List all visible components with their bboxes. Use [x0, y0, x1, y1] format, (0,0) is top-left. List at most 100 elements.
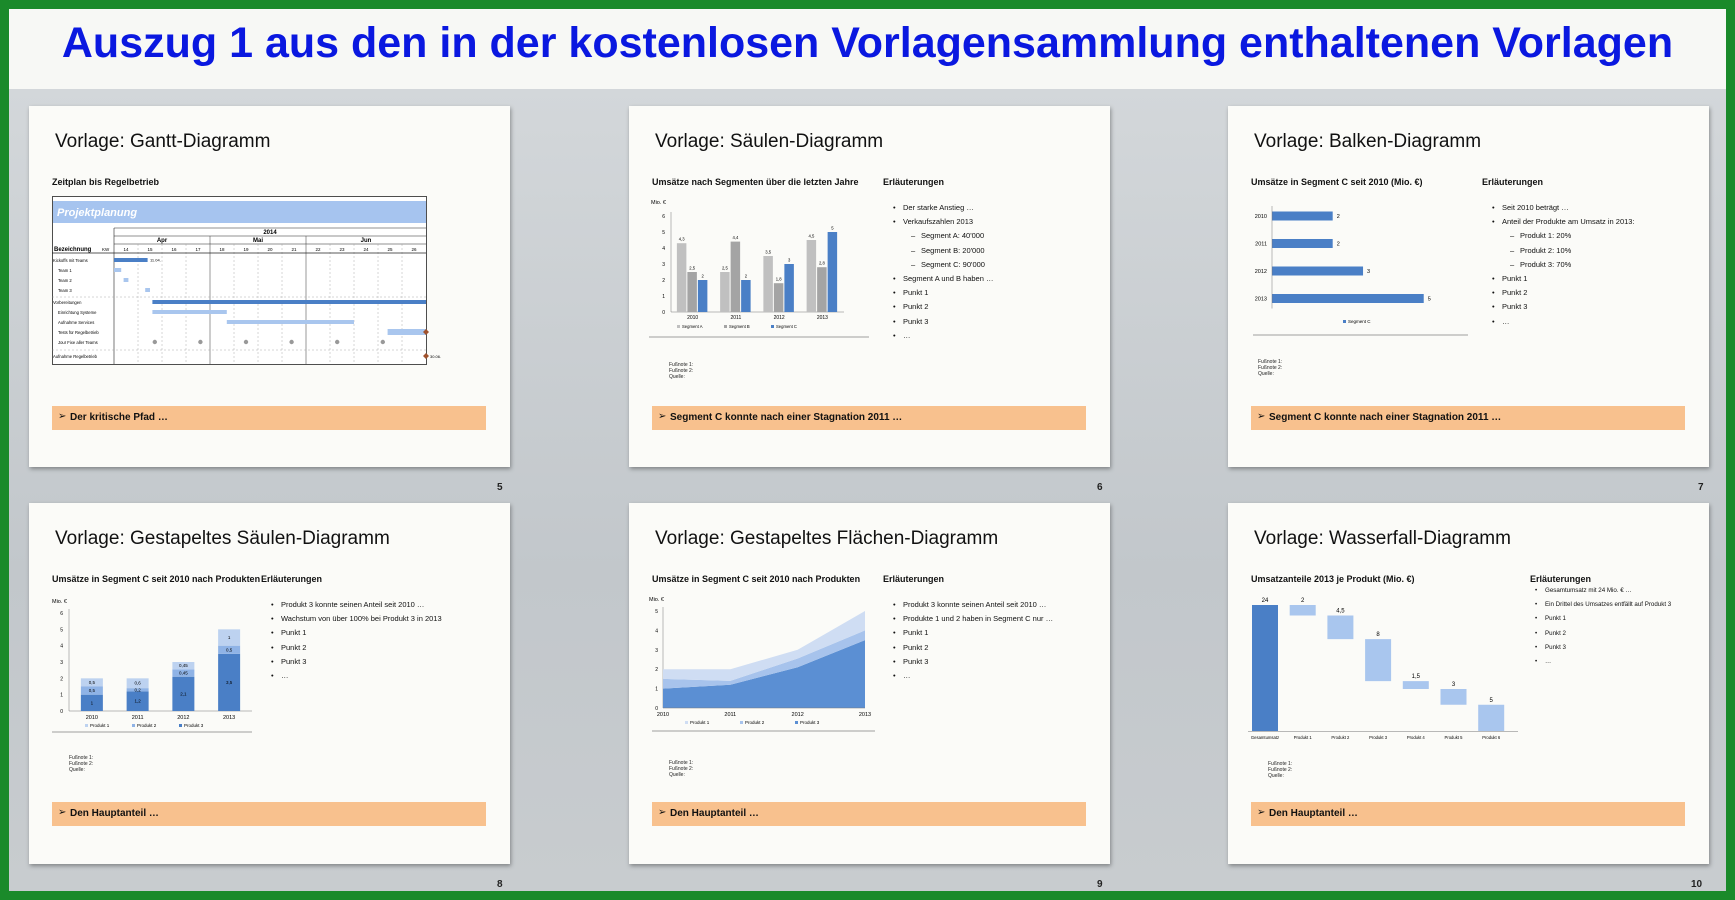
slide-stacked-column-chart[interactable]: Vorlage: Gestapeltes Säulen-Diagramm Ums… — [29, 503, 510, 864]
chart-subtitle: Umsätze in Segment C seit 2010 nach Prod… — [52, 574, 261, 584]
gantt-week: 14 — [123, 247, 129, 252]
slide-stacked-area-chart[interactable]: Vorlage: Gestapeltes Flächen-Diagramm Um… — [629, 503, 1110, 864]
y-tick-label: 2 — [60, 676, 63, 682]
note-item: – Segment B: 20'000 — [893, 246, 993, 260]
note-item: • Punkt 1 — [1535, 615, 1671, 629]
slide-gantt[interactable]: Vorlage: Gantt-Diagramm Zeitplan bis Reg… — [29, 106, 510, 467]
bullet-icon: • — [1492, 288, 1495, 298]
stacked-bar-segment — [80, 694, 103, 711]
note-text: Punkt 2 — [281, 642, 307, 652]
legend-swatch — [1343, 320, 1346, 323]
slide-column-chart[interactable]: Vorlage: Säulen-Diagramm Umsätze nach Se… — [629, 106, 1110, 467]
column-bar — [773, 283, 784, 312]
slide-waterfall-chart[interactable]: Vorlage: Wasserfall-Diagramm Umsatzantei… — [1228, 503, 1709, 864]
bullet-icon: • — [893, 203, 896, 212]
data-label: 5 — [1428, 297, 1431, 303]
y-tick-label: 1 — [655, 687, 658, 693]
key-message-bar: ➢ Den Hauptanteil … — [1251, 802, 1685, 826]
chart-subtitle: Zeitplan bis Regelbetrieb — [52, 177, 160, 187]
legend-swatch — [771, 325, 774, 328]
arrow-icon: ➢ — [1257, 411, 1266, 422]
gantt-bar — [114, 258, 148, 262]
gantt-row-label: Kickoffs mit Teams — [53, 258, 88, 263]
footnote-2: Fußnote 2: — [1258, 365, 1283, 371]
key-message: Den Hauptanteil … — [70, 808, 159, 819]
key-message-bar: ➢ Segment C konnte nach einer Stagnation… — [652, 406, 1086, 430]
note-item: • Produkt 3 konnte seinen Anteil seit 201… — [271, 600, 442, 614]
y-tick-label: 2011 — [1255, 242, 1267, 248]
note-item: • Verkaufszahlen 2013 — [893, 217, 993, 231]
dash-icon: – — [1510, 231, 1515, 241]
note-item: • Wachstum von über 100% bei Produkt 3 in… — [271, 614, 442, 628]
note-item: – Segment A: 40'000 — [893, 231, 993, 245]
gantt-week: 25 — [387, 247, 393, 252]
slide-title: Vorlage: Balken-Diagramm — [1254, 131, 1482, 152]
footnotes: Fußnote 1: Fußnote 2: Quelle: — [669, 362, 693, 380]
gantt-week: 21 — [291, 247, 297, 252]
legend-label: Produkt 1 — [690, 720, 710, 725]
legend-label: Segment A — [682, 324, 703, 329]
legend-swatch — [132, 724, 135, 727]
key-message: Der kritische Pfad … — [70, 412, 168, 423]
bar — [1272, 266, 1364, 276]
note-item: – Produkt 3: 70% — [1492, 260, 1635, 274]
legend-swatch — [677, 325, 680, 328]
note-text: Punkt 3 — [281, 656, 307, 666]
y-tick-label: 5 — [662, 230, 665, 236]
note-item: • Seit 2010 beträgt … — [1492, 203, 1635, 217]
note-text: Segment B: 20'000 — [921, 245, 985, 255]
y-tick-label: 2013 — [1255, 297, 1267, 303]
gantt-week: 18 — [219, 247, 225, 252]
bar — [1272, 239, 1333, 248]
page-number: 5 — [497, 482, 503, 493]
note-text: Punkt 3 — [903, 656, 929, 666]
note-text: Produkt 1: 20% — [1520, 231, 1572, 241]
slide-title: Vorlage: Gestapeltes Säulen-Diagramm — [55, 528, 390, 549]
gantt-week: 20 — [267, 247, 273, 252]
data-label: 0,45 — [179, 671, 188, 676]
y-tick-label: 0 — [662, 310, 665, 316]
footnote-2: Fußnote 2: — [669, 766, 694, 772]
gantt-week: 22 — [315, 247, 321, 252]
y-tick-label: 0 — [60, 709, 63, 715]
note-text: Punkt 2 — [1502, 288, 1528, 298]
notes-list: • Seit 2010 beträgt … • Anteil der Produkte… — [1492, 203, 1635, 331]
data-label: 0,5 — [89, 688, 96, 693]
waterfall-bar — [1289, 605, 1316, 616]
gantt-label-col: Bezeichnung — [54, 247, 92, 253]
stacked-bar-segment — [218, 645, 241, 654]
note-item: • Punkt 1 — [1492, 274, 1635, 288]
gantt-bar — [152, 300, 426, 304]
footnote-1: Fußnote 1: — [1258, 359, 1283, 365]
data-label: 0,45 — [179, 663, 188, 668]
stacked-bar-segment — [172, 676, 195, 711]
gantt-row-label: Team 2 — [58, 278, 72, 283]
note-item: • Der starke Anstieg … — [893, 203, 993, 217]
note-item: •… — [1492, 317, 1635, 331]
note-text: Segment A: 40'000 — [921, 231, 985, 241]
y-tick-label: 2 — [655, 667, 658, 673]
y-tick-label: 5 — [60, 627, 63, 633]
bullet-icon: • — [893, 628, 896, 638]
data-label: 4,4 — [732, 235, 738, 240]
note-text: … — [1545, 657, 1552, 665]
dash-icon: – — [1510, 259, 1515, 269]
bullet-icon: • — [271, 600, 274, 609]
column-bar — [720, 272, 730, 312]
data-label: 5 — [831, 226, 834, 231]
footnote-2: Fußnote 2: — [669, 368, 694, 374]
bullet-icon: • — [1492, 203, 1495, 212]
gantt-row-label: Vorbereitungen — [53, 300, 82, 305]
legend-swatch — [179, 724, 182, 727]
column-bar — [763, 256, 773, 312]
key-message: Den Hauptanteil … — [1269, 808, 1358, 819]
stacked-bar-segment — [80, 678, 103, 687]
slide-bar-chart[interactable]: Vorlage: Balken-Diagramm Umsätze in Segm… — [1228, 106, 1709, 467]
note-text: Wachstum von über 100% bei Produkt 3 in … — [281, 614, 442, 624]
data-label: 2 — [745, 274, 748, 279]
note-text: Produkt 2: 10% — [1520, 245, 1572, 255]
waterfall-bar — [1365, 639, 1392, 682]
note-text: Punkt 1 — [281, 628, 307, 638]
